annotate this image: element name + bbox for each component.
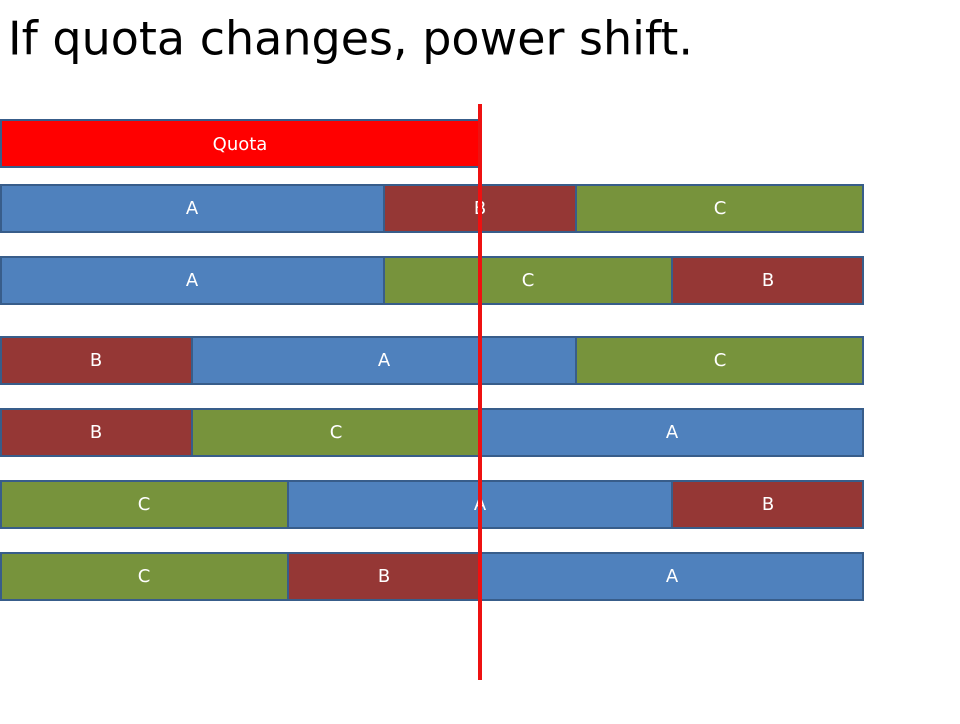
quota-label: Quota bbox=[213, 134, 268, 155]
row: C A B bbox=[0, 480, 864, 529]
segment bbox=[575, 336, 864, 385]
segment-label: C bbox=[714, 198, 727, 219]
segment bbox=[287, 552, 481, 601]
segment bbox=[383, 256, 673, 305]
segment bbox=[0, 184, 385, 233]
row: A C B bbox=[0, 256, 864, 305]
segment bbox=[0, 336, 193, 385]
segment-label: A bbox=[186, 198, 199, 219]
segment-label: A bbox=[666, 422, 679, 443]
slide-title: If quota changes, power shift. bbox=[8, 12, 693, 66]
quota-bar bbox=[0, 119, 481, 168]
segment-label: B bbox=[762, 494, 774, 515]
segment bbox=[0, 480, 289, 529]
segment-label: C bbox=[138, 566, 151, 587]
row: A B C bbox=[0, 184, 864, 233]
segment-label: A bbox=[186, 270, 199, 291]
row: C B A bbox=[0, 552, 864, 601]
row: B A C bbox=[0, 336, 864, 385]
segment bbox=[0, 552, 289, 601]
segment-label: B bbox=[90, 422, 102, 443]
segment-label: B bbox=[762, 270, 774, 291]
segment bbox=[479, 408, 864, 457]
segment bbox=[671, 480, 864, 529]
segment-label: B bbox=[378, 566, 390, 587]
segment-label: C bbox=[522, 270, 535, 291]
segment bbox=[191, 336, 577, 385]
segment-label: C bbox=[330, 422, 343, 443]
row: B C A bbox=[0, 408, 864, 457]
segment bbox=[0, 256, 385, 305]
segment bbox=[575, 184, 864, 233]
segment bbox=[671, 256, 864, 305]
segment-label: A bbox=[666, 566, 679, 587]
segment bbox=[191, 408, 481, 457]
segment-label: B bbox=[90, 350, 102, 371]
segment-label: A bbox=[378, 350, 391, 371]
segment bbox=[0, 408, 193, 457]
segment bbox=[479, 552, 864, 601]
segment-label: C bbox=[138, 494, 151, 515]
segment-label: C bbox=[714, 350, 727, 371]
